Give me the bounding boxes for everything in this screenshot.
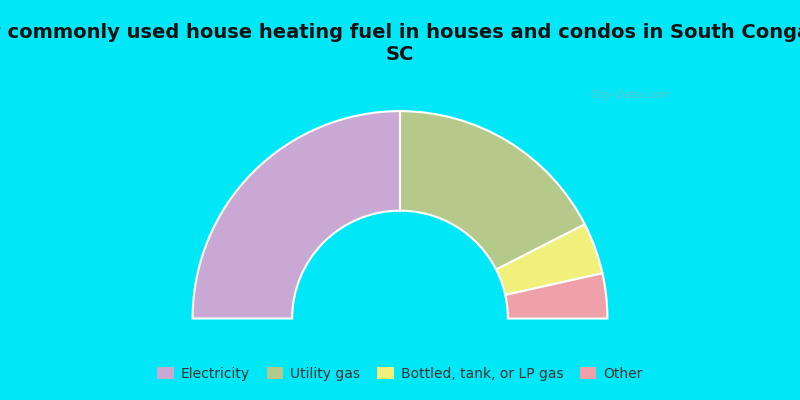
Wedge shape (496, 224, 602, 295)
Legend: Electricity, Utility gas, Bottled, tank, or LP gas, Other: Electricity, Utility gas, Bottled, tank,… (158, 367, 642, 381)
Text: City-Data.com: City-Data.com (590, 90, 670, 100)
Wedge shape (193, 111, 400, 318)
Wedge shape (506, 273, 607, 318)
Text: Most commonly used house heating fuel in houses and condos in South Congaree,
SC: Most commonly used house heating fuel in… (0, 24, 800, 64)
Wedge shape (400, 111, 585, 270)
